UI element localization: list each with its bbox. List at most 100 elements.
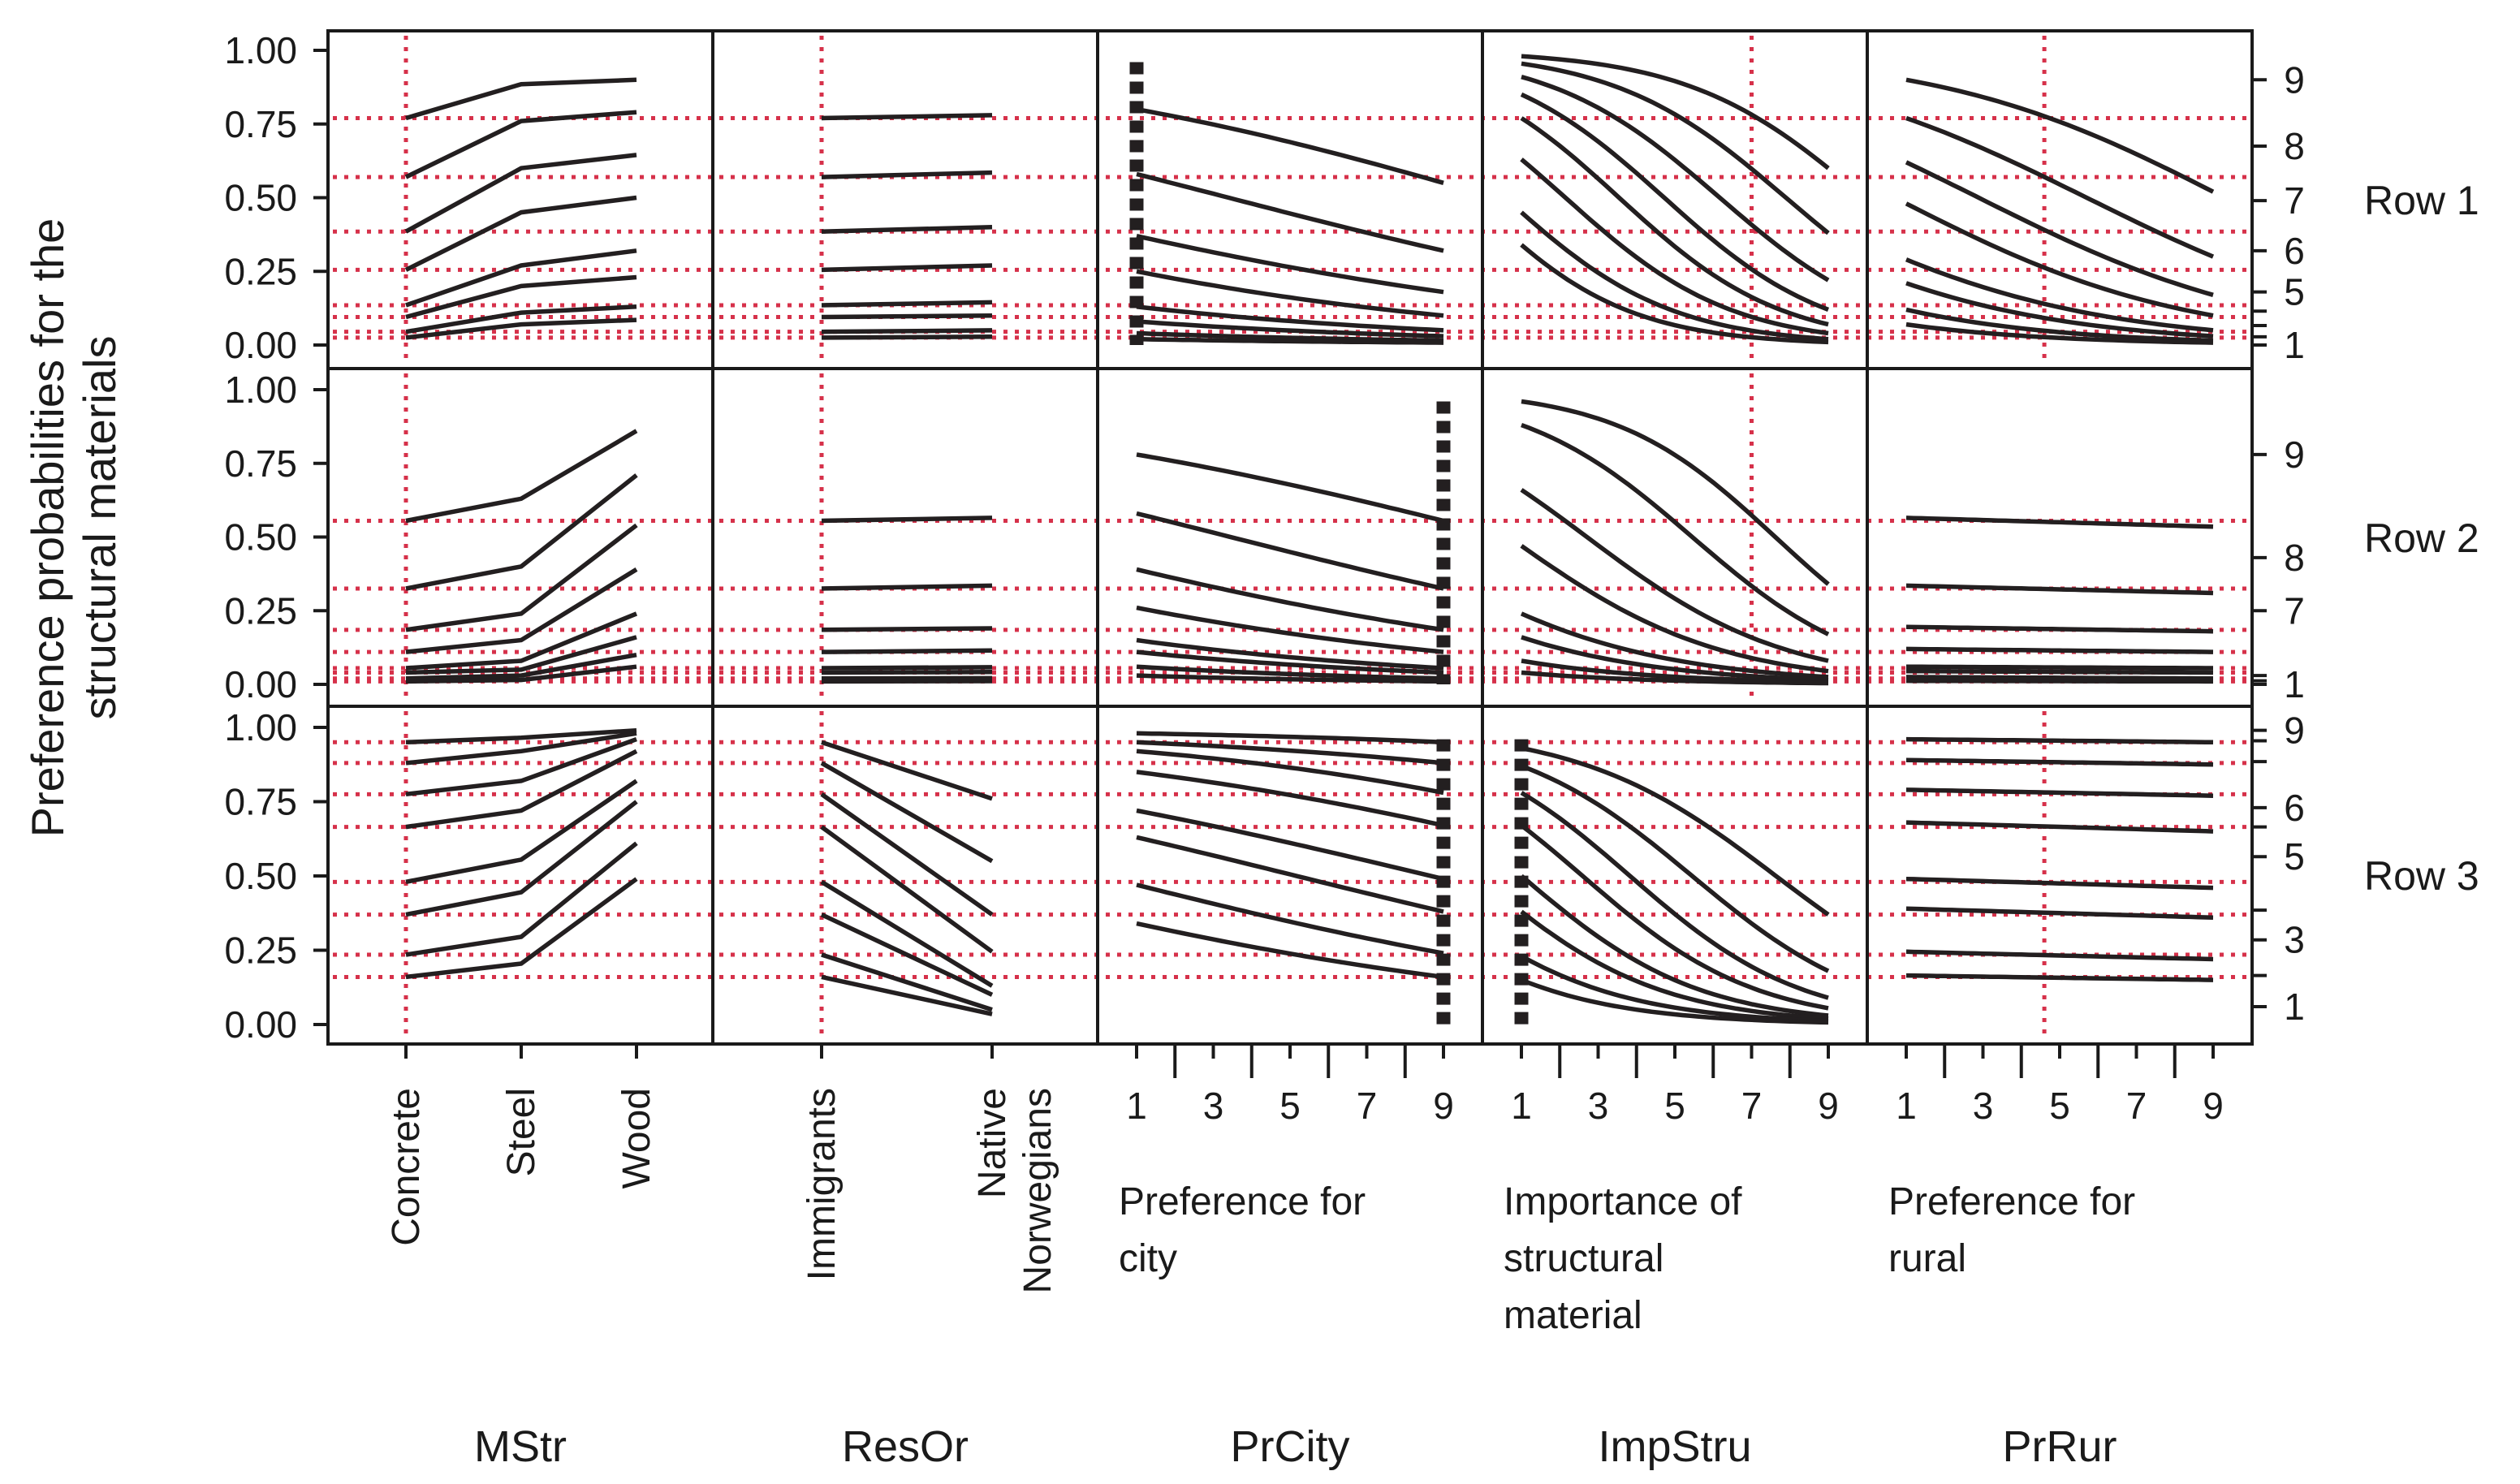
row1-mstr-curve-7 bbox=[405, 304, 637, 334]
prrur-xtick-label-9: 9 bbox=[2203, 1085, 2224, 1127]
mstr-category-concrete: Concrete bbox=[385, 1088, 428, 1246]
row3-prcity-curve-3 bbox=[1136, 748, 1444, 796]
row2-resor-curve-4 bbox=[821, 648, 993, 654]
row1-ytick-label-3: 0.50 bbox=[224, 177, 297, 219]
row3-prcity-curve-5 bbox=[1136, 808, 1444, 882]
row2-prcity-curve-8 bbox=[1136, 673, 1444, 684]
row3-ytick-label-5: 0.00 bbox=[224, 1003, 297, 1046]
row3-prrur-curve-4 bbox=[1905, 820, 2214, 834]
row3-right-tick-label-5: 1 bbox=[2284, 986, 2305, 1028]
row2-resor-curve-1 bbox=[821, 516, 993, 524]
row1-label: Row 1 bbox=[2364, 178, 2479, 223]
row2-resor-curve-6 bbox=[821, 670, 993, 675]
row3-resor-curve-1 bbox=[821, 740, 993, 801]
mstr-category-steel: Steel bbox=[500, 1088, 543, 1176]
row2-ytick-label-1: 1.00 bbox=[224, 369, 297, 411]
row3-impstru-curve-1 bbox=[1521, 745, 1830, 917]
row3-right-tick-label-2: 6 bbox=[2284, 787, 2305, 829]
panel-r3-c1 bbox=[326, 705, 714, 1046]
row3-impstru-curve-2 bbox=[1521, 764, 1830, 973]
impstru-xtick-label-1: 1 bbox=[1511, 1085, 1532, 1127]
row2-prrur-curve-1 bbox=[1905, 516, 2214, 529]
mstr-variable-label: MStr bbox=[474, 1422, 567, 1471]
row3-resor-curve-6 bbox=[820, 912, 994, 997]
row3-resor-curve-5 bbox=[820, 879, 994, 988]
row3-mstr-curve-3 bbox=[405, 737, 637, 797]
mstr-category-wood: Wood bbox=[615, 1088, 658, 1189]
row2-mstr-curve-5 bbox=[405, 611, 638, 671]
row3-prcity-curve-4 bbox=[1136, 770, 1444, 828]
row3-mstr-curve-7 bbox=[405, 841, 638, 957]
prrur-xtick-label-7: 7 bbox=[2126, 1085, 2147, 1127]
row2-mstr-curve-4 bbox=[405, 567, 638, 654]
row1-right-tick-label-6: 1 bbox=[2284, 324, 2305, 366]
row2-right-tick-label-3: 7 bbox=[2284, 589, 2305, 632]
row3-impstru-curve-4 bbox=[1520, 823, 1829, 1011]
row2-prrur-curve-5 bbox=[1905, 664, 2213, 671]
row1-prcity-curve-7 bbox=[1136, 330, 1444, 343]
prrur-variable-label: PrRur bbox=[2002, 1422, 2117, 1471]
panel-r3-c5 bbox=[1866, 705, 2254, 1046]
row2-mstr-curve-1 bbox=[405, 429, 638, 524]
row2-ytick-label-3: 0.50 bbox=[224, 516, 297, 559]
row3-mstr-curve-8 bbox=[405, 877, 638, 980]
row1-right-tick-label-5: 5 bbox=[2284, 271, 2305, 313]
row1-mstr-curve-6 bbox=[405, 274, 637, 320]
row2-impstru-curve-4 bbox=[1520, 544, 1829, 674]
impstru-description: Importance of structural material bbox=[1504, 1180, 1742, 1337]
row1-right-tick-label-4: 6 bbox=[2284, 230, 2305, 272]
row2-impstru-curve-3 bbox=[1520, 488, 1829, 663]
row3-mstr-curve-2 bbox=[405, 731, 637, 766]
row3-ytick-label-1: 1.00 bbox=[224, 706, 297, 748]
row3-impstru-curve-5 bbox=[1520, 874, 1829, 1018]
row3-right-tick-label-4: 3 bbox=[2284, 919, 2305, 961]
row3-prrur-curve-8 bbox=[1905, 973, 2214, 982]
row3-prrur-curve-2 bbox=[1905, 757, 2214, 767]
row3-mstr-curve-1 bbox=[405, 727, 637, 745]
row3-resor-curve-7 bbox=[821, 952, 993, 1012]
row1-mstr-curve-3 bbox=[404, 153, 637, 234]
row1-prcity-curve-5 bbox=[1136, 304, 1444, 333]
row3-prrur-curve-5 bbox=[1905, 876, 2214, 891]
row3-prcity-curve-8 bbox=[1136, 921, 1444, 980]
y-axis-title: Preference probabilities for thestructur… bbox=[22, 218, 125, 838]
row1-mstr-curve-5 bbox=[405, 248, 637, 308]
row2-prcity-curve-6 bbox=[1136, 649, 1444, 675]
row1-prrur-curve-2 bbox=[1905, 115, 2215, 259]
resor-variable-label: ResOr bbox=[842, 1422, 969, 1471]
prcity-xtick-label-5: 5 bbox=[1279, 1085, 1301, 1127]
row3-impstru-curve-8 bbox=[1521, 977, 1829, 1025]
prrur-xtick-label-1: 1 bbox=[1896, 1085, 1917, 1127]
row3-resor-curve-3 bbox=[820, 792, 994, 917]
row1-impstru-curve-2 bbox=[1521, 61, 1830, 235]
curves-layer bbox=[404, 54, 2215, 1025]
row1-prrur-curve-5 bbox=[1905, 257, 2214, 333]
prrur-description: Preference for rural bbox=[1888, 1180, 2135, 1280]
resor-category-native-norwegians: NativeNorwegians bbox=[971, 1088, 1059, 1293]
row3-prrur-curve-7 bbox=[1905, 949, 2214, 962]
row3-resor-curve-4 bbox=[820, 825, 994, 954]
row1-prcity-curve-1 bbox=[1136, 106, 1444, 185]
row2-mstr-curve-6 bbox=[405, 635, 637, 675]
row3-resor-curve-8 bbox=[821, 974, 993, 1016]
row1-right-tick-label-3: 7 bbox=[2284, 179, 2305, 222]
row3-ytick-label-4: 0.25 bbox=[224, 930, 297, 972]
row3-prrur-curve-6 bbox=[1905, 906, 2214, 920]
panel-r2-c1 bbox=[326, 367, 714, 708]
row2-mstr-curve-2 bbox=[405, 473, 638, 591]
prcity-variable-label: PrCity bbox=[1231, 1422, 1350, 1471]
row2-prrur-curve-2 bbox=[1905, 583, 2214, 596]
row3-mstr-curve-5 bbox=[405, 779, 638, 885]
row3-prcity-curve-2 bbox=[1136, 740, 1444, 766]
row1-ytick-label-4: 0.25 bbox=[224, 250, 297, 292]
prcity-xtick-label-1: 1 bbox=[1126, 1085, 1147, 1127]
row2-prcity-curve-5 bbox=[1136, 637, 1444, 671]
row2-prcity-curve-4 bbox=[1136, 605, 1444, 654]
row2-ytick-label-4: 0.25 bbox=[224, 589, 297, 632]
row2-mstr-curve-8 bbox=[405, 664, 637, 684]
prrur-xtick-label-5: 5 bbox=[2049, 1085, 2070, 1127]
row2-resor-curve-3 bbox=[821, 626, 993, 632]
row3-right-tick-label-1: 9 bbox=[2284, 710, 2305, 752]
row1-resor-curve-7 bbox=[821, 328, 993, 334]
